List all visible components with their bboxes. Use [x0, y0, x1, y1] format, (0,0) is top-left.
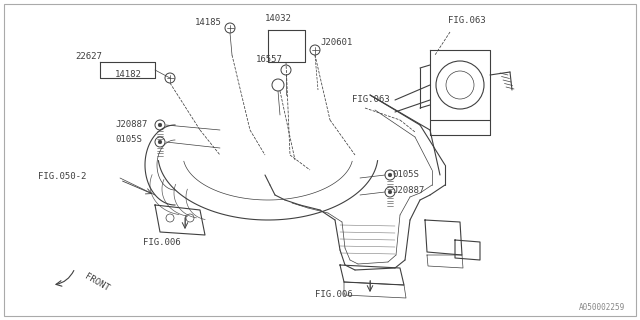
Text: FIG.006: FIG.006 — [315, 290, 353, 299]
Circle shape — [388, 190, 392, 194]
Text: 0105S: 0105S — [115, 135, 142, 144]
Text: J20887: J20887 — [115, 120, 147, 129]
Text: FRONT: FRONT — [83, 272, 111, 293]
Text: J20601: J20601 — [320, 38, 352, 47]
Text: 16557: 16557 — [256, 55, 283, 64]
Text: FIG.063: FIG.063 — [448, 16, 486, 25]
Text: 14182: 14182 — [115, 70, 142, 79]
Text: FIG.050-2: FIG.050-2 — [38, 172, 86, 181]
Text: 14032: 14032 — [265, 14, 292, 23]
Circle shape — [158, 123, 162, 127]
Text: 14185: 14185 — [195, 18, 222, 27]
Text: A050002259: A050002259 — [579, 303, 625, 312]
Text: FIG.006: FIG.006 — [143, 238, 180, 247]
Text: FIG.063: FIG.063 — [352, 95, 390, 104]
Text: J20887: J20887 — [392, 186, 424, 195]
Text: 0105S: 0105S — [392, 170, 419, 179]
Circle shape — [158, 140, 162, 144]
Circle shape — [388, 173, 392, 177]
Text: 22627: 22627 — [75, 52, 102, 61]
